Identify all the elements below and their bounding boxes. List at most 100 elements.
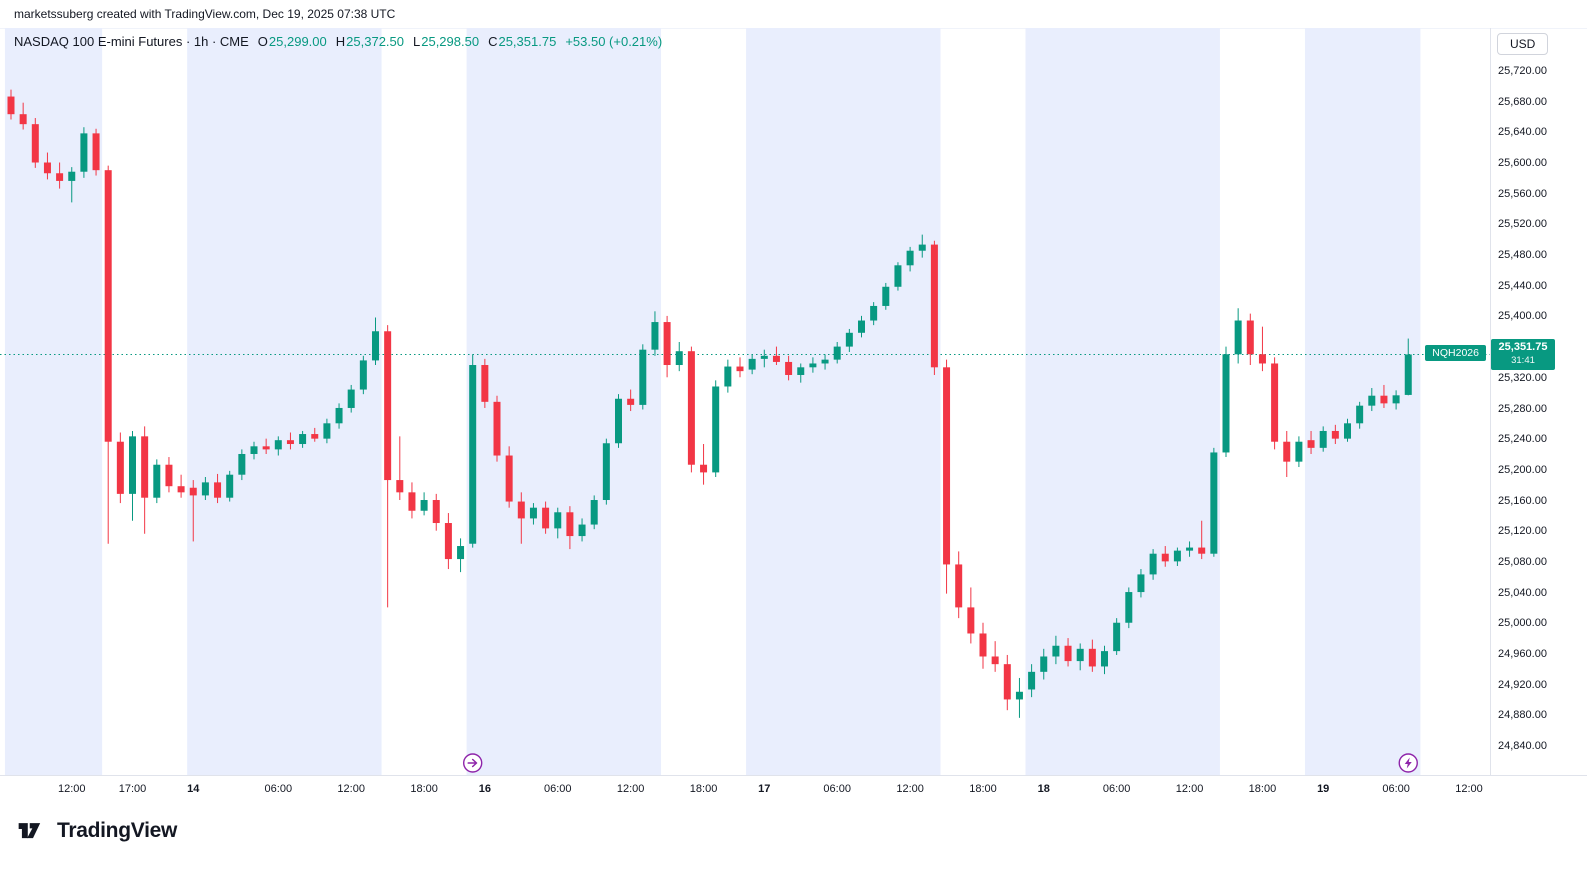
candle-body [1015, 691, 1023, 700]
low-value: L25,298.50 [413, 34, 480, 49]
candle-body [566, 512, 574, 537]
candle-body [833, 346, 841, 360]
candle-body [845, 332, 853, 347]
candle-body [858, 320, 865, 333]
candle-body [1356, 405, 1364, 424]
time-tick-label: 12:00 [57, 783, 86, 795]
candle-body [1088, 648, 1096, 667]
candle-body [1137, 574, 1145, 593]
candle-body [918, 244, 926, 251]
candle-body [724, 366, 732, 387]
candle-body [1028, 671, 1036, 690]
open-value: O25,299.00 [257, 34, 327, 49]
time-tick-label: 06:00 [264, 783, 293, 795]
candle-body [68, 171, 76, 181]
time-tick-label: 18:00 [689, 783, 718, 795]
candle-body [1307, 440, 1315, 448]
event-arrow-icon[interactable] [463, 753, 483, 773]
session-band [1304, 28, 1421, 775]
price-tick-label: 24,880.00 [1498, 709, 1547, 722]
candle-body [529, 507, 537, 519]
candle-body [165, 464, 173, 487]
price-tick-label: 24,960.00 [1498, 647, 1547, 660]
candle-body [420, 500, 428, 511]
time-tick-label: 19 [1317, 783, 1330, 795]
candle-body [7, 96, 15, 115]
price-tick-label: 24,920.00 [1498, 678, 1547, 691]
economic-event-bolt-icon[interactable] [1398, 753, 1418, 773]
candle-body [505, 455, 513, 502]
candle-body [1392, 395, 1400, 404]
price-tick-label: 25,040.00 [1498, 586, 1547, 599]
tradingview-branding[interactable]: TradingView [18, 818, 177, 844]
session-band [4, 28, 103, 775]
candle-body [1052, 645, 1060, 657]
candle-body [104, 170, 112, 442]
symbol-legend[interactable]: NASDAQ 100 E-mini Futures · 1h · CME O25… [14, 34, 662, 49]
time-tick-label: 18:00 [969, 783, 997, 795]
candle-body [129, 436, 136, 494]
price-axis[interactable]: 24,840.00 24,880.00 24,920.00 24,960.00 25,0… [1490, 28, 1587, 775]
candle-body [1186, 547, 1194, 551]
candle-body [177, 486, 185, 493]
time-axis[interactable]: 12:00 17:00 14 06:00 12:00 18:00 16 06:00 12:00 1… [0, 776, 1587, 805]
candle-body [1271, 363, 1279, 442]
candle-body [1198, 547, 1206, 554]
candle-body [19, 114, 27, 125]
candle-body [675, 351, 683, 366]
candle-body [80, 133, 88, 172]
time-tick-label: 17:00 [118, 783, 147, 795]
candle-body [189, 487, 197, 496]
price-tick-label: 25,120.00 [1498, 525, 1547, 538]
currency-button[interactable]: USD [1497, 33, 1549, 55]
candle-body [1234, 320, 1242, 355]
candle-body [1380, 395, 1388, 404]
contract-price-line-label: NQH2026 [1425, 345, 1486, 362]
candle-body [1258, 354, 1266, 364]
price-tick-label: 25,480.00 [1498, 249, 1547, 262]
candle-body [250, 446, 258, 454]
candle-body [92, 133, 100, 171]
candle-body [1222, 354, 1230, 453]
candle-body [1319, 430, 1327, 448]
price-tick-label: 25,400.00 [1498, 310, 1547, 323]
price-tick-label: 25,280.00 [1498, 402, 1547, 415]
candle-body [457, 546, 465, 560]
candle-body [384, 331, 392, 481]
close-value: C25,351.75 [488, 34, 557, 49]
price-tick-label: 25,240.00 [1498, 433, 1547, 446]
candle-body [469, 365, 477, 544]
price-tick-label: 25,160.00 [1498, 494, 1547, 507]
price-tick-label: 25,600.00 [1498, 157, 1547, 170]
candle-body [882, 286, 890, 306]
candle-body [335, 407, 343, 424]
candle-body [663, 322, 671, 366]
price-tick-label: 25,440.00 [1498, 279, 1547, 292]
candle-body [955, 564, 963, 608]
tradingview-logo-text: TradingView [57, 819, 178, 842]
candle-body [687, 351, 695, 465]
candle-body [408, 492, 416, 511]
candle-body [772, 355, 780, 362]
price-axis-divider [1490, 28, 1491, 805]
price-tick-label: 24,840.00 [1498, 740, 1547, 752]
candle-body [311, 434, 319, 439]
candle-body [554, 512, 562, 529]
time-tick-label: 18:00 [1248, 783, 1277, 795]
time-tick-label: 12:00 [616, 783, 645, 795]
candle-body [56, 173, 64, 181]
time-tick-label: 18:00 [410, 783, 438, 795]
candle-body [201, 482, 209, 496]
bar-close-countdown: 31:41 [1511, 355, 1535, 367]
candle-body [760, 355, 768, 359]
candle-body [894, 265, 902, 287]
price-tick-label: 25,640.00 [1498, 126, 1547, 139]
session-band [746, 28, 941, 775]
session-band [1025, 28, 1220, 775]
candle-body [590, 500, 598, 525]
current-price-badge[interactable]: 25,351.75 31:41 [1491, 339, 1555, 371]
candle-body [991, 656, 999, 665]
candle-body [1003, 664, 1011, 700]
candle-body [1246, 320, 1254, 355]
